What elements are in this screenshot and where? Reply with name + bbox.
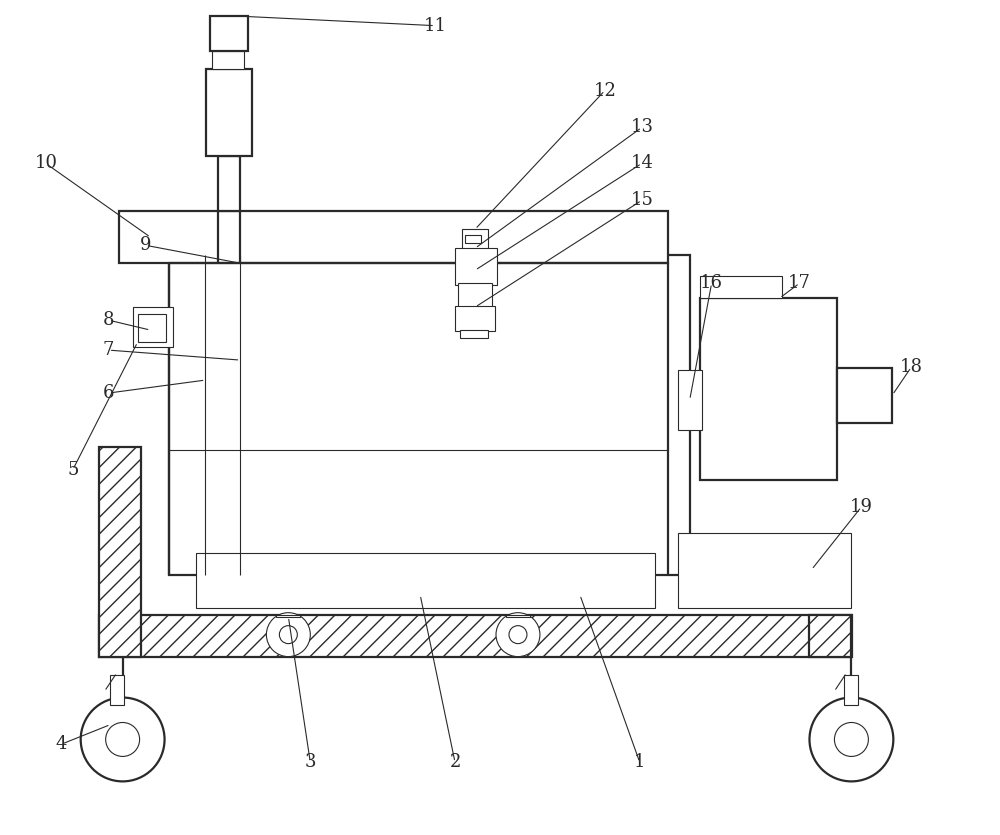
Bar — [462, 230, 488, 250]
Text: 15: 15 — [630, 191, 653, 210]
Text: 5: 5 — [67, 461, 78, 479]
Bar — [218, 156, 240, 211]
Bar — [119, 211, 668, 263]
Bar — [465, 235, 481, 243]
Bar — [133, 307, 173, 347]
Text: 14: 14 — [630, 154, 653, 172]
Bar — [99, 615, 852, 656]
Text: 11: 11 — [424, 17, 447, 35]
Bar — [837, 368, 892, 423]
Bar — [700, 298, 837, 480]
Text: 13: 13 — [630, 119, 653, 136]
Text: 16: 16 — [700, 274, 723, 292]
Bar — [506, 615, 530, 617]
Bar — [458, 283, 492, 307]
Circle shape — [106, 722, 140, 757]
Bar — [210, 16, 248, 51]
Bar — [99, 447, 141, 656]
Bar — [678, 533, 851, 608]
Circle shape — [496, 613, 540, 656]
Circle shape — [834, 722, 868, 757]
Text: 3: 3 — [305, 753, 316, 772]
Bar — [212, 51, 244, 68]
Text: 12: 12 — [593, 82, 616, 99]
Text: 8: 8 — [103, 311, 114, 329]
Circle shape — [266, 613, 310, 656]
Bar — [276, 615, 300, 617]
Bar — [455, 306, 495, 331]
Bar — [206, 68, 252, 156]
Text: 9: 9 — [140, 236, 151, 255]
Bar — [196, 553, 655, 608]
Circle shape — [509, 625, 527, 644]
Bar — [678, 370, 702, 430]
Text: 18: 18 — [900, 358, 923, 376]
Bar — [844, 675, 858, 705]
Text: 19: 19 — [850, 498, 873, 516]
Bar — [169, 256, 690, 574]
Text: 1: 1 — [634, 753, 646, 772]
Bar — [460, 330, 488, 338]
Bar — [809, 615, 851, 656]
Text: 4: 4 — [55, 736, 66, 753]
Text: 10: 10 — [34, 154, 57, 172]
Bar — [455, 248, 497, 286]
Text: 6: 6 — [103, 384, 114, 402]
Text: 7: 7 — [103, 342, 114, 359]
Bar — [110, 675, 124, 705]
Circle shape — [81, 697, 165, 782]
Circle shape — [809, 697, 893, 782]
Bar — [138, 314, 166, 342]
Text: 2: 2 — [449, 753, 461, 772]
Circle shape — [279, 625, 297, 644]
Text: 17: 17 — [788, 274, 811, 292]
Bar — [700, 276, 782, 298]
